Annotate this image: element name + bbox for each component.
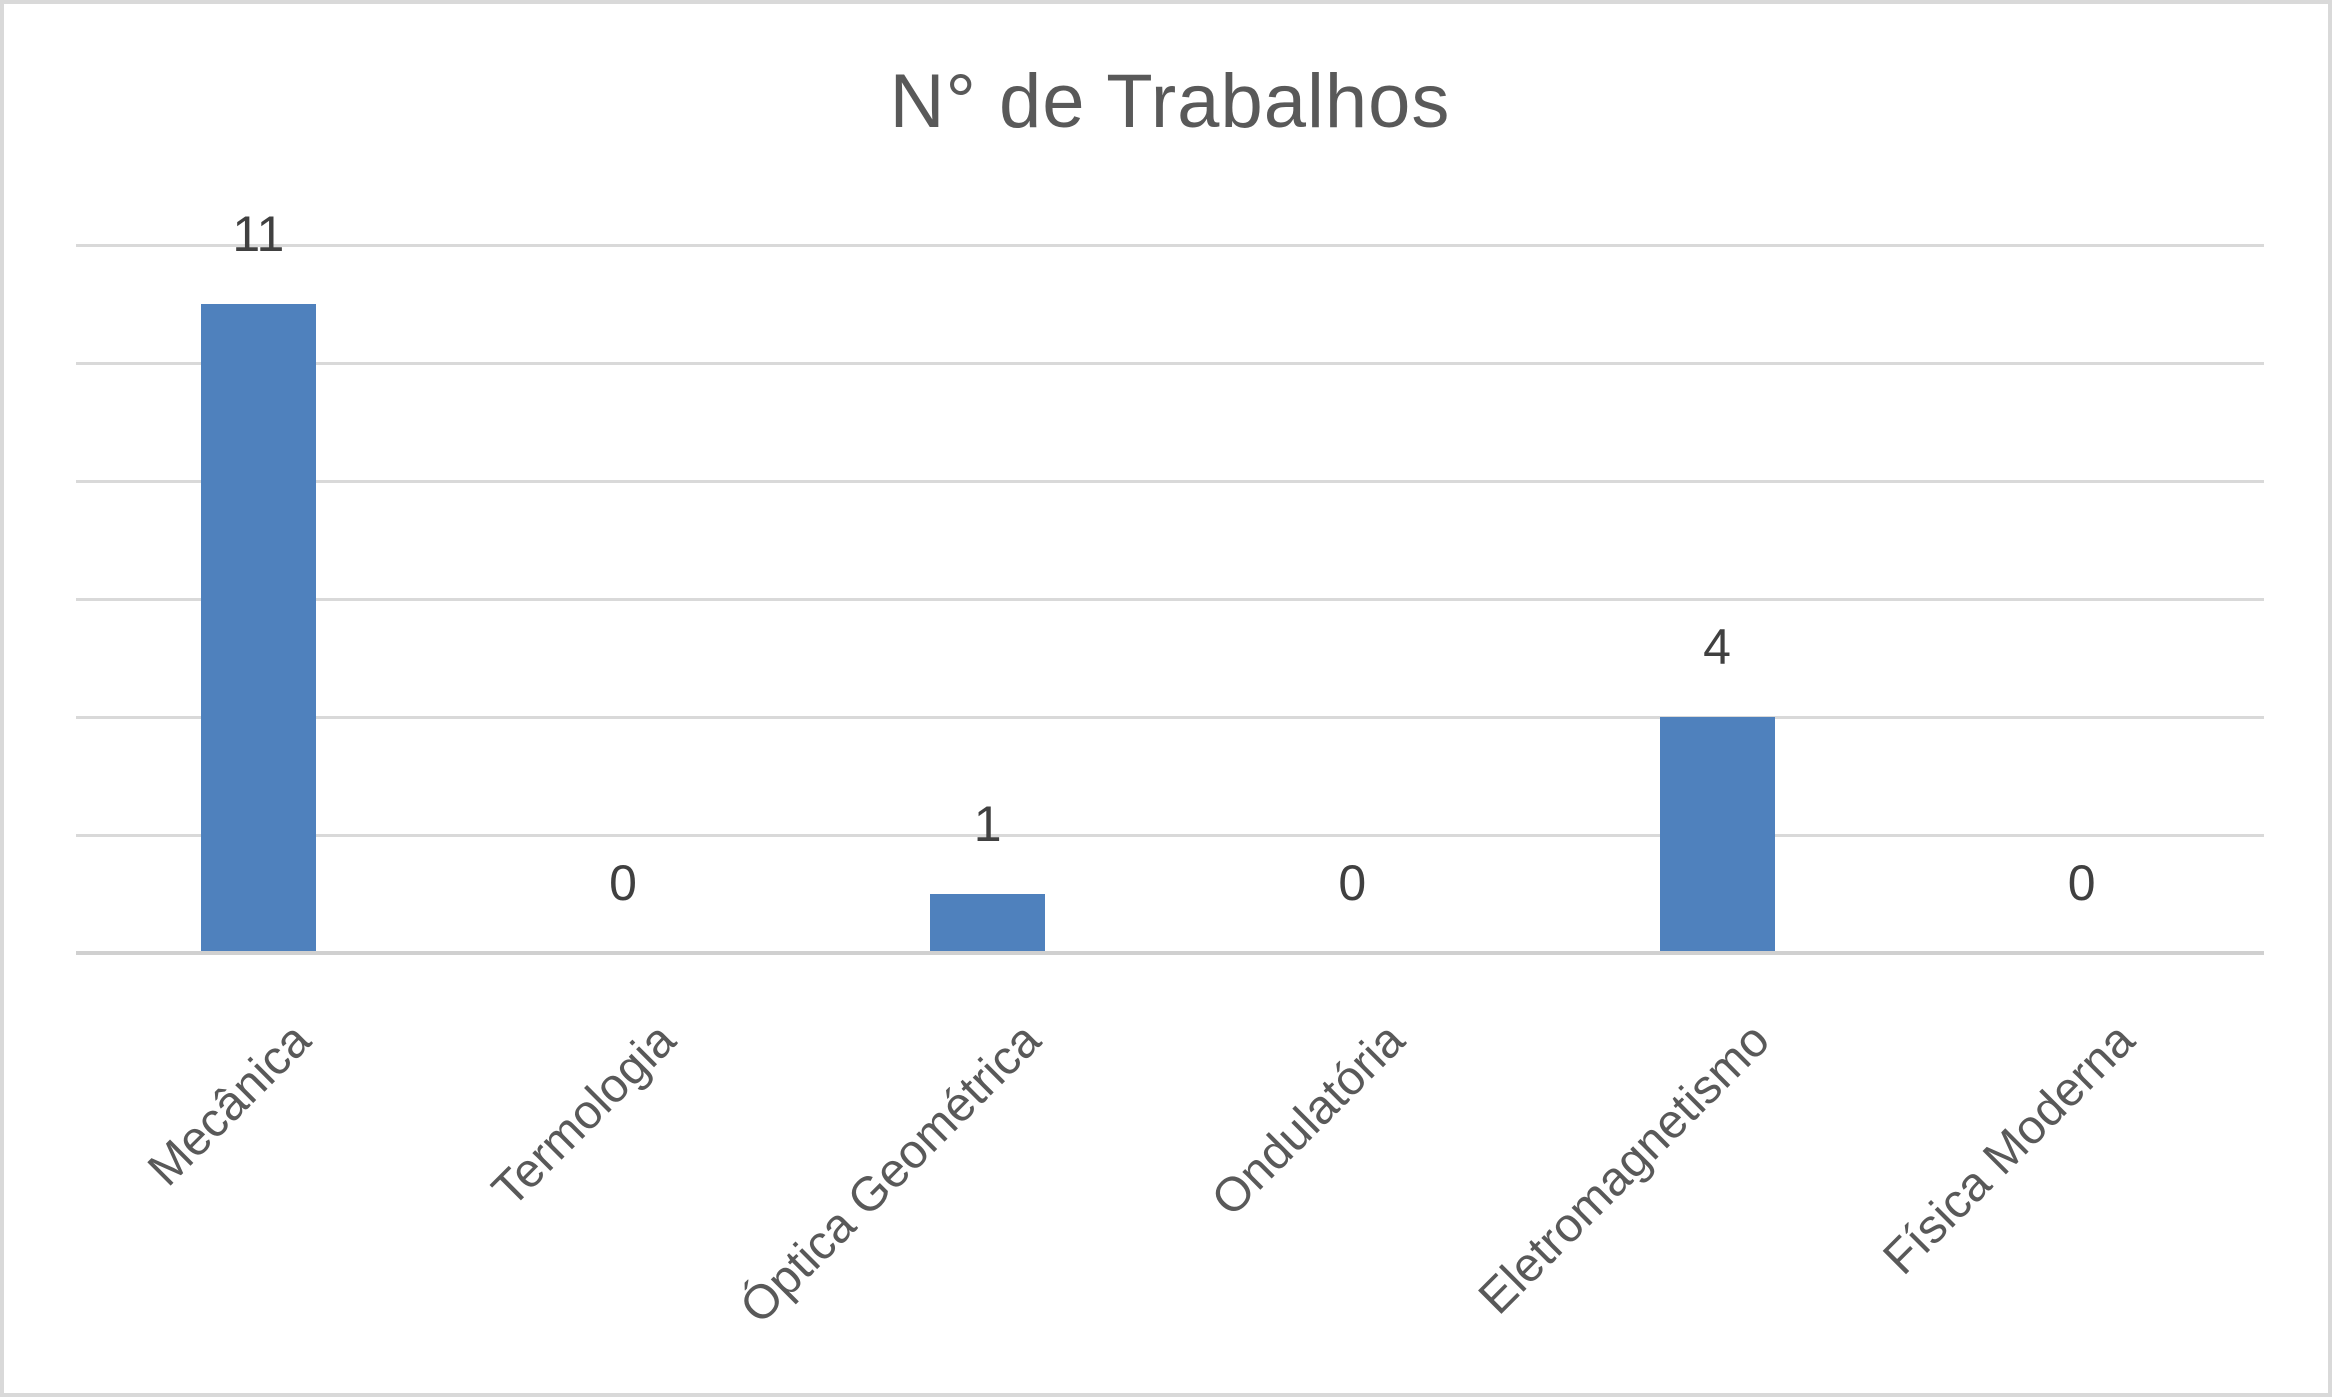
- x-axis-line: [76, 951, 2264, 955]
- chart-title: N° de Trabalhos: [889, 59, 1451, 144]
- gridline: [76, 834, 2264, 837]
- data-label: 1: [973, 796, 1002, 852]
- gridline: [76, 598, 2264, 601]
- category-label: Mecânica: [138, 1013, 322, 1197]
- data-label: 4: [1703, 619, 1731, 675]
- data-label: 0: [2067, 855, 2096, 911]
- bar-5: [1659, 717, 1775, 953]
- gridline: [76, 716, 2264, 719]
- gridline: [76, 362, 2264, 365]
- bar-3: [930, 894, 1046, 953]
- gridline: [76, 480, 2264, 483]
- data-label: 0: [609, 855, 637, 911]
- bar-1: [200, 304, 316, 953]
- data-label: 11: [232, 206, 285, 262]
- gridline: [76, 244, 2264, 247]
- data-label: 0: [1338, 855, 1367, 911]
